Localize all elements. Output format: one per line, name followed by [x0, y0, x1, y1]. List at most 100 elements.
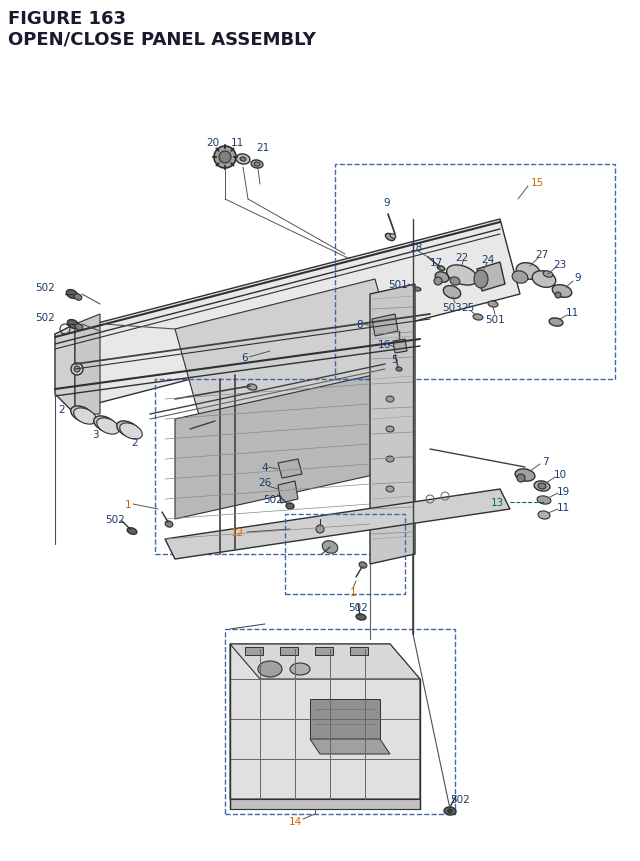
Text: 19: 19 [556, 486, 570, 497]
Ellipse shape [543, 271, 553, 278]
Ellipse shape [413, 288, 421, 292]
Text: 5: 5 [392, 355, 398, 364]
Text: 15: 15 [531, 177, 543, 188]
Circle shape [517, 474, 525, 482]
Text: 502: 502 [348, 603, 368, 612]
Circle shape [74, 367, 80, 373]
Ellipse shape [515, 469, 535, 481]
Ellipse shape [385, 234, 395, 241]
Ellipse shape [240, 158, 246, 162]
Ellipse shape [386, 486, 394, 492]
Ellipse shape [258, 661, 282, 678]
Text: 17: 17 [429, 257, 443, 268]
Ellipse shape [473, 314, 483, 320]
Ellipse shape [386, 426, 394, 432]
Text: 11: 11 [565, 307, 579, 318]
Circle shape [555, 293, 561, 299]
Circle shape [434, 278, 442, 286]
Ellipse shape [474, 270, 488, 288]
Ellipse shape [534, 481, 550, 492]
Text: 502: 502 [105, 514, 125, 524]
Polygon shape [477, 263, 505, 292]
Text: 3: 3 [92, 430, 99, 439]
Ellipse shape [532, 271, 556, 288]
Text: 501: 501 [388, 280, 408, 289]
Polygon shape [310, 739, 390, 754]
Ellipse shape [537, 496, 551, 505]
Ellipse shape [67, 320, 79, 329]
Circle shape [316, 525, 324, 533]
Text: 1: 1 [125, 499, 131, 510]
Bar [285, 514, 405, 594]
Text: 9: 9 [384, 198, 390, 208]
Ellipse shape [386, 397, 394, 403]
Ellipse shape [488, 301, 498, 307]
Text: 7: 7 [541, 456, 548, 467]
Polygon shape [278, 460, 302, 479]
Text: 18: 18 [410, 243, 422, 253]
Ellipse shape [356, 614, 366, 621]
Text: 26: 26 [259, 478, 271, 487]
Polygon shape [310, 699, 380, 739]
Text: FIGURE 163: FIGURE 163 [8, 10, 126, 28]
Bar [280, 647, 298, 655]
Text: 11: 11 [556, 503, 570, 512]
Ellipse shape [390, 234, 396, 239]
Bar [155, 380, 385, 554]
Polygon shape [75, 314, 100, 414]
Ellipse shape [435, 272, 449, 283]
Text: 23: 23 [554, 260, 566, 269]
Ellipse shape [290, 663, 310, 675]
Text: 501: 501 [485, 314, 505, 325]
Ellipse shape [116, 421, 140, 437]
Bar [315, 647, 333, 655]
Bar [225, 629, 455, 814]
Text: 27: 27 [536, 250, 548, 260]
Ellipse shape [447, 265, 477, 286]
Text: 12: 12 [230, 528, 244, 537]
Ellipse shape [74, 294, 82, 300]
Circle shape [219, 152, 231, 164]
Ellipse shape [322, 541, 338, 554]
Polygon shape [393, 339, 407, 354]
Ellipse shape [444, 807, 456, 815]
Polygon shape [230, 644, 420, 679]
Text: 2: 2 [132, 437, 138, 448]
Ellipse shape [286, 504, 294, 510]
Text: 8: 8 [356, 319, 364, 330]
Polygon shape [175, 280, 400, 419]
Polygon shape [175, 369, 400, 519]
Polygon shape [55, 325, 75, 414]
Ellipse shape [516, 263, 540, 280]
Ellipse shape [93, 417, 116, 432]
Text: 2: 2 [59, 405, 65, 414]
Text: 502: 502 [35, 282, 55, 293]
Text: 24: 24 [481, 255, 495, 264]
Text: 13: 13 [490, 498, 504, 507]
Ellipse shape [444, 286, 461, 299]
Text: 503: 503 [442, 303, 462, 313]
Circle shape [214, 147, 236, 169]
Ellipse shape [251, 161, 263, 169]
Ellipse shape [538, 483, 546, 489]
Ellipse shape [359, 562, 367, 568]
Ellipse shape [74, 408, 96, 424]
Bar [335, 164, 615, 380]
Ellipse shape [127, 528, 137, 535]
Text: 14: 14 [289, 816, 301, 826]
Ellipse shape [165, 521, 173, 528]
Text: 1: 1 [349, 587, 356, 598]
Text: 21: 21 [257, 143, 269, 152]
Ellipse shape [247, 385, 257, 391]
Ellipse shape [450, 277, 460, 286]
Ellipse shape [437, 266, 445, 271]
Text: 502: 502 [450, 794, 470, 804]
Ellipse shape [386, 456, 394, 462]
Polygon shape [230, 644, 420, 799]
Ellipse shape [236, 155, 250, 164]
Polygon shape [278, 481, 298, 504]
Text: 4: 4 [262, 462, 268, 473]
Text: 20: 20 [207, 138, 220, 148]
Text: 10: 10 [554, 469, 566, 480]
Text: 502: 502 [35, 313, 55, 323]
